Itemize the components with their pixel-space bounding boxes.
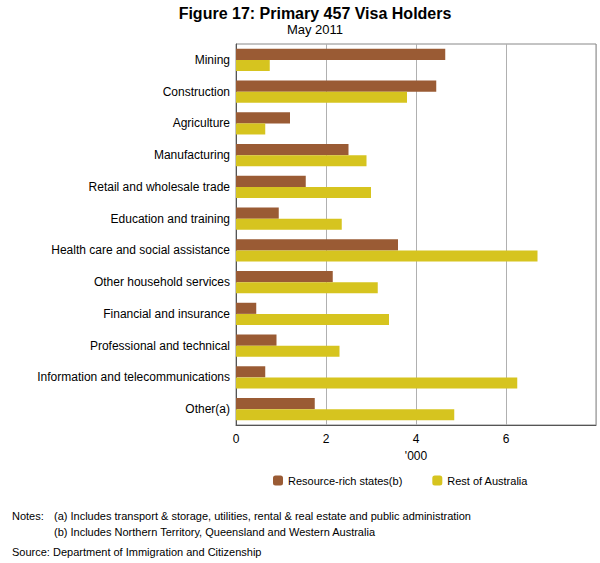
svg-text:Construction: Construction <box>163 85 230 99</box>
svg-text:Financial and insurance: Financial and insurance <box>103 307 230 321</box>
svg-text:Resource-rich states(b): Resource-rich states(b) <box>288 475 402 487</box>
svg-text:Notes:: Notes: <box>12 510 44 522</box>
svg-text:Source: Department of Immigrat: Source: Department of Immigration and Ci… <box>12 546 261 558</box>
svg-text:Other(a): Other(a) <box>185 402 230 416</box>
svg-text:May 2011: May 2011 <box>287 22 343 37</box>
svg-text:Education and training: Education and training <box>111 212 230 226</box>
svg-text:Manufacturing: Manufacturing <box>154 148 230 162</box>
svg-text:Retail and wholesale trade: Retail and wholesale trade <box>89 180 231 194</box>
svg-text:6: 6 <box>503 432 510 446</box>
svg-text:Agriculture: Agriculture <box>173 116 231 130</box>
svg-text:Other household services: Other household services <box>94 275 230 289</box>
svg-text:4: 4 <box>413 432 420 446</box>
svg-text:Mining: Mining <box>195 53 230 67</box>
svg-text:Rest of Australia: Rest of Australia <box>447 475 528 487</box>
svg-text:(a) Includes transport & stora: (a) Includes transport & storage, utilit… <box>54 510 471 522</box>
svg-text:Professional and technical: Professional and technical <box>90 339 230 353</box>
svg-text:Health care and social assista: Health care and social assistance <box>51 243 230 257</box>
svg-text:'000: '000 <box>405 449 428 463</box>
svg-text:Figure 17: Primary 457 Visa Ho: Figure 17: Primary 457 Visa Holders <box>179 5 452 22</box>
svg-text:0: 0 <box>233 432 240 446</box>
svg-text:2: 2 <box>323 432 330 446</box>
svg-text:Information and telecommunicat: Information and telecommunications <box>37 370 230 384</box>
svg-text:(b) Includes Northern Territor: (b) Includes Northern Territory, Queensl… <box>54 526 376 538</box>
